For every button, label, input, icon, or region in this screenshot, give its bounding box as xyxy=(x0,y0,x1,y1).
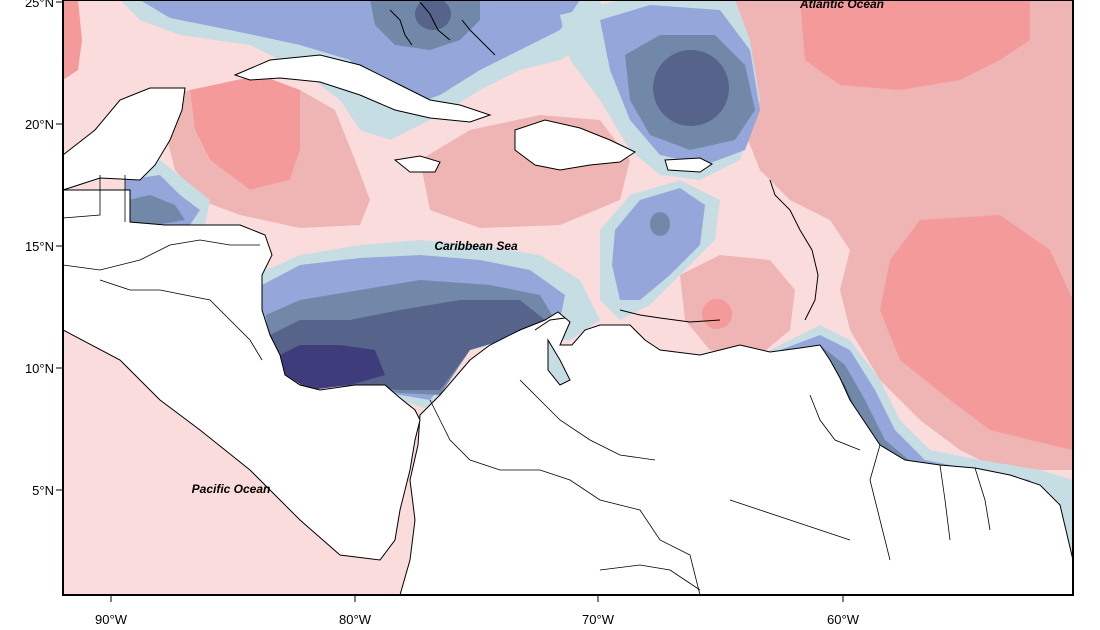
negative-anomaly-puerto-rico-core xyxy=(653,50,729,126)
puerto-rico-land xyxy=(664,157,713,173)
positive-anomaly-east-core xyxy=(880,215,1073,450)
jamaica-land xyxy=(393,155,441,173)
island-details xyxy=(389,1,819,386)
bahamas-islands-east xyxy=(419,1,451,41)
border-mexico-guatemala xyxy=(62,175,101,219)
border-brazil xyxy=(599,564,701,591)
positive-anomaly-spot xyxy=(702,299,732,329)
border-venezuela-brazil xyxy=(729,499,851,541)
pacific-ocean-label: Pacific Ocean xyxy=(192,482,271,496)
aruba-curacao-islands xyxy=(619,309,721,323)
border-guyana-suriname xyxy=(869,444,891,561)
negative-anomaly-honduras-strong xyxy=(128,195,185,226)
border-venezuela-guyana xyxy=(809,394,861,451)
longitude-axis: 90°W 80°W 70°W 60°W xyxy=(95,595,860,627)
border-suriname-french-guiana xyxy=(939,464,951,541)
hispaniola-land xyxy=(514,119,637,171)
border-central-america-b xyxy=(99,279,263,361)
lesser-antilles-arc xyxy=(769,179,819,321)
atlantic-ocean-label: Atlantic Ocean xyxy=(799,0,884,11)
bahamas-islands xyxy=(389,9,413,46)
border-colombia-venezuela xyxy=(429,399,701,596)
turks-islands xyxy=(461,19,496,56)
negative-anomaly-lesser-antilles-mid xyxy=(612,188,705,300)
land xyxy=(62,54,1074,596)
lat-tick-label-5: 5°N xyxy=(32,483,54,498)
border-central-america-a xyxy=(62,239,260,271)
positive-anomaly-south-central xyxy=(680,255,795,355)
lon-tick-label-80: 80°W xyxy=(339,612,372,627)
positive-anomaly-west-ring xyxy=(165,90,370,228)
yucatan-land xyxy=(62,87,186,191)
map-frame xyxy=(62,0,1074,596)
negative-anomaly-lesser-antilles-core xyxy=(650,212,670,236)
caribbean-sea-label: Caribbean Sea xyxy=(434,239,518,253)
lat-tick-label-25: 25°N xyxy=(25,0,54,10)
guajira-coast xyxy=(534,317,566,331)
lon-tick-label-70: 70°W xyxy=(582,612,615,627)
central-america-land xyxy=(62,189,421,561)
country-borders xyxy=(62,175,991,596)
positive-anomaly-atlantic-core xyxy=(800,0,1030,90)
cuba-land xyxy=(233,54,492,123)
lat-tick-label-10: 10°N xyxy=(25,361,54,376)
negative-anomaly-colombia-extreme xyxy=(280,345,385,390)
lon-tick-label-90: 90°W xyxy=(95,612,128,627)
border-venezuela-north xyxy=(519,379,656,461)
border-french-guiana-brazil xyxy=(974,467,991,531)
lake-maracaibo xyxy=(547,338,571,386)
lon-tick-label-60: 60°W xyxy=(827,612,860,627)
lat-tick-label-15: 15°N xyxy=(25,239,54,254)
positive-anomaly-west-core xyxy=(190,75,300,190)
positive-anomaly-west-margin xyxy=(63,0,82,80)
latitude-axis: 25°N 20°N 15°N 10°N 5°N xyxy=(25,0,63,498)
lat-tick-label-20: 20°N xyxy=(25,117,54,132)
